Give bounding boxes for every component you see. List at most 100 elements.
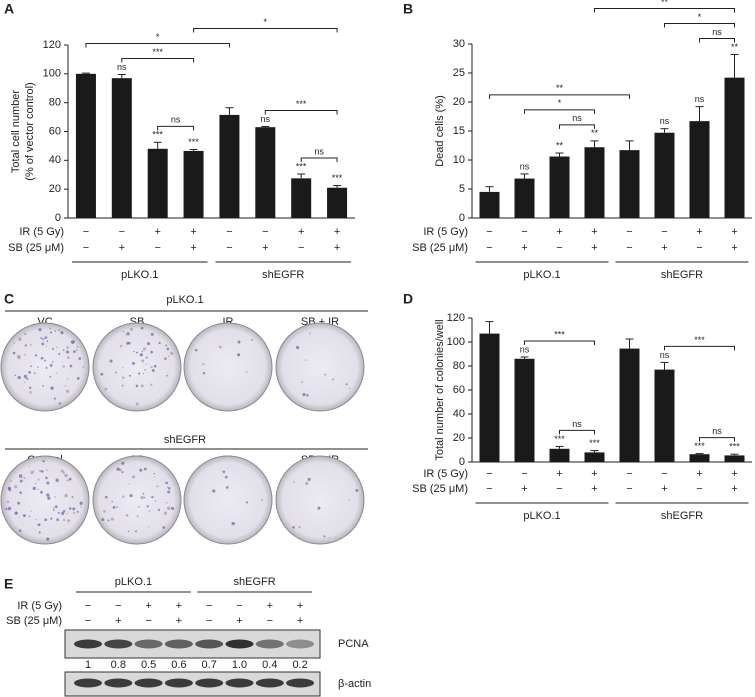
- colony-dot: [307, 477, 311, 481]
- comparison-bracket: [664, 22, 735, 28]
- bar: [724, 455, 745, 462]
- colony-dot: [64, 473, 68, 478]
- bar: [514, 178, 535, 218]
- bar: [584, 147, 605, 218]
- y-tick-label: 0: [459, 456, 465, 468]
- colony-dot: [237, 353, 241, 357]
- colony-dot: [44, 336, 48, 339]
- colony-dot: [131, 361, 135, 365]
- colony-dot: [42, 337, 45, 341]
- bar: [183, 150, 204, 218]
- plate: [92, 322, 182, 412]
- comparison-bracket: [157, 125, 195, 131]
- colony-dot: [39, 469, 41, 472]
- significance: **: [731, 42, 739, 52]
- condition-sign: −: [626, 226, 632, 238]
- colony-dot: [17, 355, 21, 360]
- condition-sign: −: [661, 468, 667, 480]
- bar: [619, 348, 640, 462]
- colony-dot: [66, 479, 69, 482]
- y-tick-label: 100: [447, 336, 465, 348]
- blot-band: [74, 678, 102, 688]
- panel-label: E: [4, 576, 13, 592]
- colony-dot: [141, 359, 145, 363]
- colony-dot: [245, 371, 248, 373]
- colony-dot: [30, 344, 32, 346]
- panel-label: A: [4, 1, 14, 17]
- colony-dot: [14, 511, 18, 515]
- condition-sign: −: [267, 615, 273, 627]
- condition-sign: −: [206, 600, 212, 612]
- colony-dot: [237, 340, 241, 344]
- colony-dot: [139, 468, 143, 472]
- condition-sign: +: [190, 242, 196, 254]
- condition-sign: −: [298, 242, 304, 254]
- condition-sign: −: [262, 226, 268, 238]
- colony-dot: [251, 339, 253, 341]
- colony-dot: [323, 535, 326, 538]
- colony-dot: [66, 346, 69, 349]
- comparison-bracket: [85, 43, 230, 48]
- y-tick-label: 5: [459, 183, 465, 195]
- colony-dot: [18, 517, 20, 519]
- blot-band: [286, 678, 315, 688]
- quantification: 0.7: [202, 659, 217, 671]
- bar: [584, 452, 605, 462]
- colony-dot: [30, 510, 32, 512]
- colony-dot: [52, 348, 55, 351]
- condition-sign: +: [591, 468, 597, 480]
- colony-dot: [128, 530, 130, 533]
- colony-dot: [29, 391, 32, 394]
- panel-label: C: [4, 291, 14, 307]
- colony-dot: [105, 495, 108, 499]
- colony-dot: [116, 506, 118, 508]
- y-tick-label: 100: [43, 68, 61, 80]
- colony-dot: [144, 369, 146, 371]
- condition-sign: −: [556, 483, 562, 495]
- colony-dot: [53, 397, 56, 400]
- significance: **: [591, 128, 599, 138]
- comparison-bracket: [489, 94, 630, 99]
- colony-dot: [18, 337, 22, 341]
- bar: [689, 121, 710, 218]
- condition-sign: +: [334, 242, 340, 254]
- bar: [291, 178, 312, 218]
- plate: [92, 455, 182, 545]
- colony-dot: [298, 525, 301, 529]
- group-label: pLKO.1: [115, 576, 152, 588]
- colony-dot: [156, 485, 159, 488]
- colony-dot: [122, 330, 125, 333]
- comparison-label: ns: [572, 113, 582, 123]
- comparison-label: ***: [152, 47, 163, 57]
- colony-dot: [245, 501, 248, 504]
- colony-dot: [17, 375, 21, 380]
- colony-dot: [33, 372, 36, 375]
- comparison-label: *: [698, 12, 702, 22]
- colony-dot: [122, 366, 124, 369]
- colony-dot: [151, 369, 155, 372]
- colony-dot: [68, 507, 72, 510]
- colony-dot: [23, 476, 26, 480]
- colony-dot: [305, 481, 309, 486]
- condition-sign: −: [119, 226, 125, 238]
- colony-dot: [348, 387, 351, 390]
- colony-dot: [23, 381, 26, 384]
- condition-label: IR (5 Gy): [19, 226, 64, 238]
- y-tick-label: 20: [49, 183, 61, 195]
- colony-dot: [140, 326, 144, 330]
- colony-dot: [121, 461, 125, 465]
- bar: [514, 358, 535, 462]
- condition-sign: −: [115, 600, 121, 612]
- comparison-label: ns: [572, 419, 582, 429]
- colony-dot: [82, 366, 85, 368]
- band-label: β-actin: [338, 678, 371, 690]
- condition-sign: −: [145, 615, 151, 627]
- colony-dot: [42, 384, 44, 387]
- group-label: shEGFR: [661, 510, 703, 522]
- colony-dot: [317, 506, 321, 510]
- colony-dot: [304, 359, 307, 361]
- significance: ns: [660, 116, 670, 126]
- colony-dot: [171, 506, 175, 510]
- condition-sign: −: [521, 468, 527, 480]
- colony-dot: [261, 499, 264, 502]
